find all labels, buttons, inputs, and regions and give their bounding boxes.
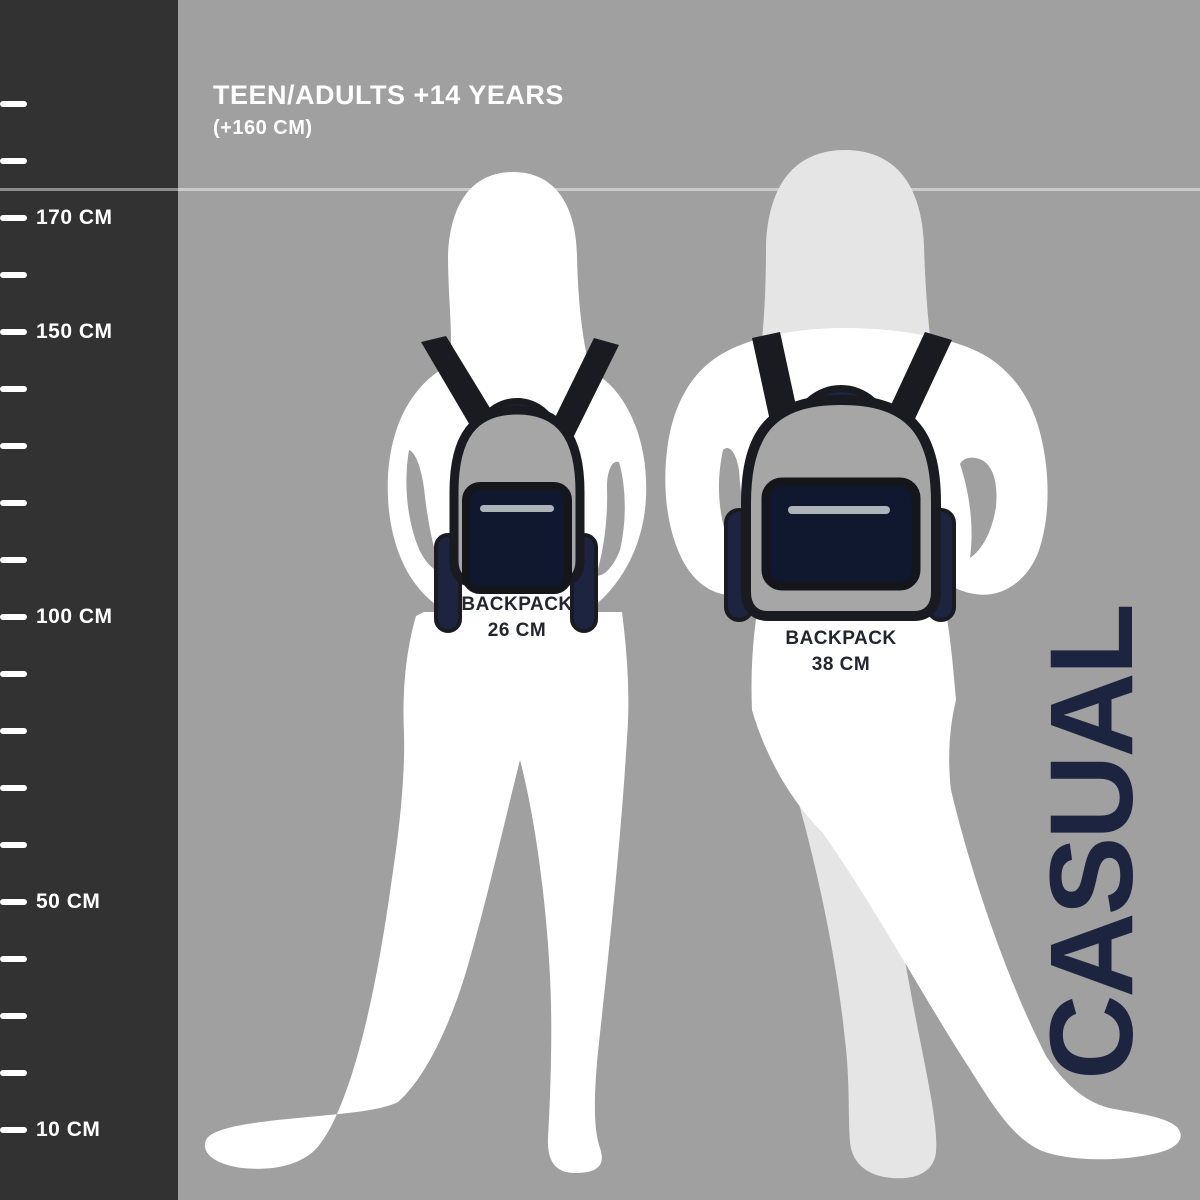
ruler-label-50cm: 50 CM [36, 890, 101, 913]
teen-left-arm-gap [406, 450, 441, 572]
ruler-tick-40cm [0, 956, 27, 962]
height-ruler-panel: 170 CM 150 CM 100 CM 50 CM 10 CM [0, 0, 178, 1200]
ruler-tick-80cm [0, 728, 27, 734]
ruler-label-170cm: 170 CM [36, 206, 113, 229]
ruler-tick-170cm [0, 215, 27, 221]
backpack-26-zipper [480, 505, 554, 512]
ruler-tick-110cm [0, 557, 27, 563]
ruler-tick-130cm [0, 443, 27, 449]
backpack-26-name: BACKPACK [461, 594, 573, 615]
ruler-tick-140cm [0, 386, 27, 392]
adult-far-leg-shape [772, 718, 937, 1179]
ruler-tick-70cm [0, 785, 27, 791]
teen-hair-shape [444, 172, 595, 401]
backpack-26-size: 26 CM [487, 620, 547, 641]
ruler-tick-100cm [0, 614, 27, 620]
backpack-38-zipper [788, 506, 890, 514]
backpack-26-icon [421, 336, 619, 633]
teen-right-arm-gap [596, 461, 625, 576]
header: TEEN/ADULTS +14 YEARS (+160 CM) [213, 80, 564, 140]
ruler-label-10cm: 10 CM [36, 1118, 101, 1141]
teen-legs-shape [204, 612, 629, 1173]
backpack-38-size: 38 CM [811, 654, 871, 675]
backpack-38-front-pocket [761, 477, 921, 591]
age-group-title: TEEN/ADULTS +14 YEARS [213, 80, 564, 110]
ruler-tick-190cm [0, 101, 27, 107]
ruler-label-150cm: 150 CM [36, 320, 113, 343]
backpack-26-front-pocket [462, 482, 572, 594]
backpack-38-name: BACKPACK [785, 628, 897, 649]
ruler-tick-50cm [0, 899, 27, 905]
height-reference-line [0, 188, 1200, 191]
ruler-tick-60cm [0, 842, 27, 848]
teen-figure-silhouette [204, 172, 647, 1173]
backpack-26-caption: BACKPACK 26 CM [407, 592, 627, 644]
ruler-tick-90cm [0, 671, 27, 677]
backpack-38-caption: BACKPACK 38 CM [731, 626, 951, 678]
height-subtitle: (+160 CM) [213, 117, 313, 139]
backpack-38-icon [724, 332, 956, 622]
adult-right-arm-gap [960, 457, 997, 558]
ruler-tick-10cm [0, 1127, 27, 1133]
ruler-tick-20cm [0, 1070, 27, 1076]
ruler-tick-30cm [0, 1013, 27, 1019]
ruler-tick-150cm [0, 329, 27, 335]
ruler-tick-160cm [0, 272, 27, 278]
ruler-tick-180cm [0, 158, 27, 164]
ruler-label-100cm: 100 CM [36, 605, 113, 628]
ruler-tick-120cm [0, 500, 27, 506]
